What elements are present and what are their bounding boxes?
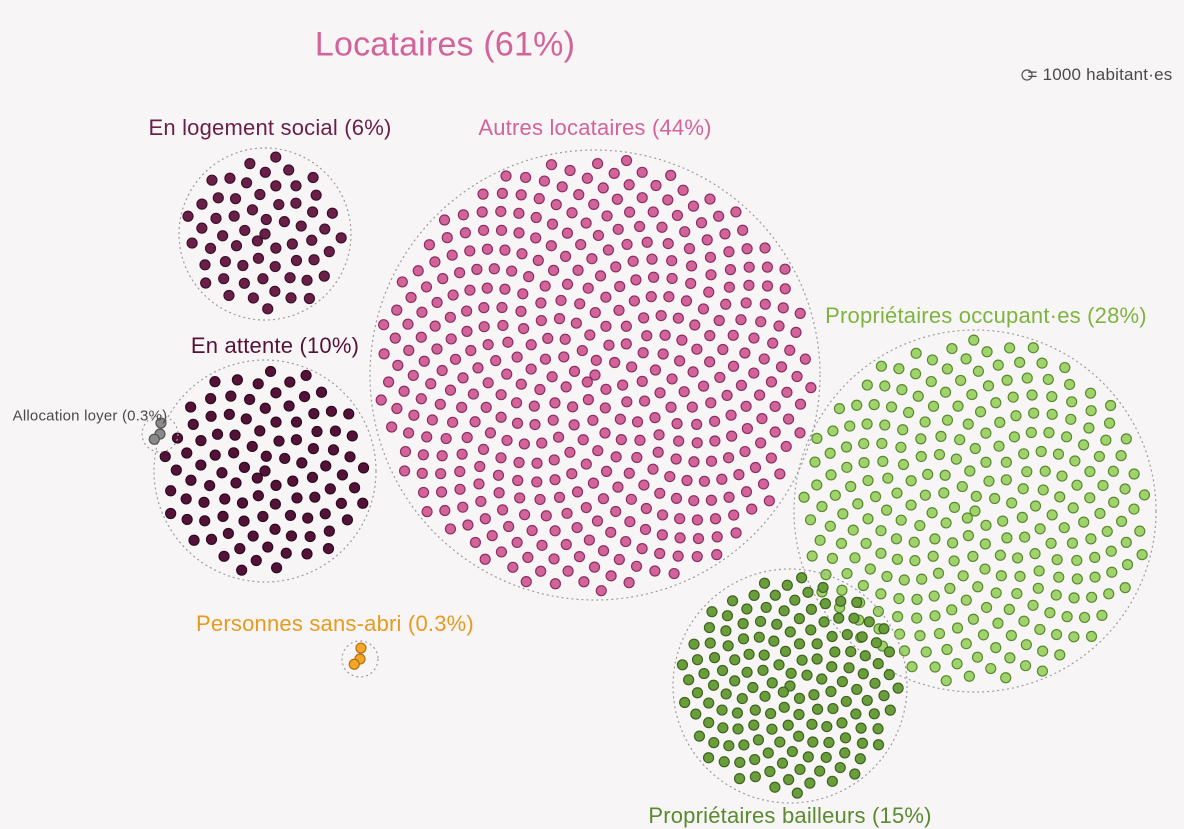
chart-stage: Locataires (61%) = 1000 habitant·es En l… — [0, 0, 1184, 829]
label-en-attente: En attente (10%) — [191, 333, 359, 359]
label-logement-social: En logement social (6%) — [148, 115, 391, 141]
label-proprietaires-occupants: Propriétaires occupant·es (28%) — [825, 303, 1147, 329]
label-autres-locataires: Autres locataires (44%) — [478, 115, 711, 141]
legend-text: = 1000 habitant·es — [1028, 65, 1173, 85]
chart-title: Locataires (61%) — [315, 26, 575, 65]
label-proprietaires-bailleurs: Propriétaires bailleurs (15%) — [648, 803, 931, 829]
label-sans-abri: Personnes sans-abri (0.3%) — [196, 611, 474, 637]
label-allocation-loyer: Allocation loyer (0.3%) — [13, 408, 168, 425]
